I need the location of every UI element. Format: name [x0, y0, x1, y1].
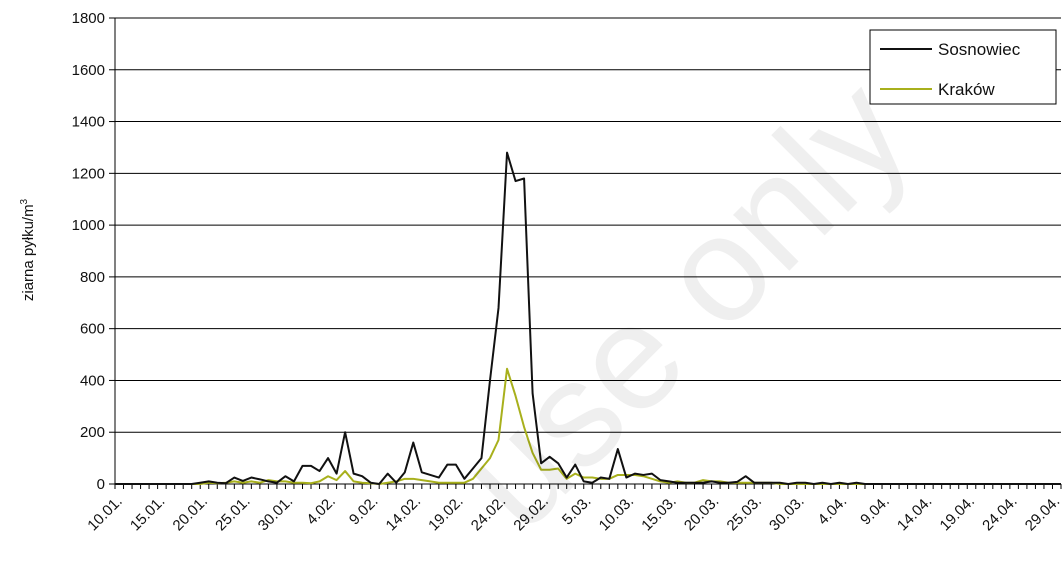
y-tick-labels: 0 200 400 600 800 1000 1200 1400 1600 1800: [72, 10, 105, 493]
y-tick-label: 1000: [72, 217, 105, 234]
x-tick-label: 30.01.: [255, 493, 297, 535]
y-tick-label: 1400: [72, 114, 105, 131]
x-tick-label: 10.01.: [84, 493, 126, 535]
x-tick-label: 15.03.: [638, 493, 680, 535]
legend: Sosnowiec Kraków: [869, 29, 1057, 105]
x-tick-label: 4.04.: [815, 493, 851, 529]
x-tick-label: 30.03.: [766, 493, 808, 535]
y-tick-label: 600: [80, 321, 105, 338]
y-tick-label: 800: [80, 269, 105, 286]
series-line-sosnowiec: [115, 151, 1061, 485]
y-tick-label: 1200: [72, 165, 105, 182]
x-tick-label: 9.02.: [346, 493, 382, 529]
y-tick-label: 0: [97, 476, 105, 493]
y-axis-label-superscript: 3: [19, 198, 30, 204]
legend-label-krakow: Kraków: [938, 80, 995, 99]
y-tick-label: 400: [80, 372, 105, 389]
y-tick-label: 1800: [72, 10, 105, 27]
x-tick-label: 20.03.: [681, 493, 723, 535]
y-tick-label: 1600: [72, 62, 105, 79]
grid-lines: [115, 17, 1061, 433]
y-tick-label: 200: [80, 424, 105, 441]
y-axis-label: ziarna pyłku/m3: [19, 198, 37, 301]
x-tick-label: 4.02.: [303, 493, 339, 529]
legend-box: [869, 29, 1057, 105]
x-tick-label: 14.04.: [894, 493, 936, 535]
x-tick-label: 14.02.: [383, 493, 425, 535]
x-tick-label: 29.04.: [1022, 493, 1063, 535]
x-tick-label: 19.04.: [937, 493, 979, 535]
x-tick-label: 15.01.: [127, 493, 169, 535]
x-tick-label: 9.04.: [857, 493, 893, 529]
x-tick-label: 19.02.: [425, 493, 467, 535]
legend-label-sosnowiec: Sosnowiec: [938, 40, 1021, 59]
x-tick-label: 25.03.: [723, 493, 765, 535]
x-tick-label: 24.04.: [979, 493, 1021, 535]
x-tick-label: 20.01.: [170, 493, 212, 535]
x-tick-label: 25.01.: [212, 493, 254, 535]
series-lines: [115, 151, 1061, 485]
y-axis-label-main: ziarna pyłku/m: [20, 204, 37, 301]
